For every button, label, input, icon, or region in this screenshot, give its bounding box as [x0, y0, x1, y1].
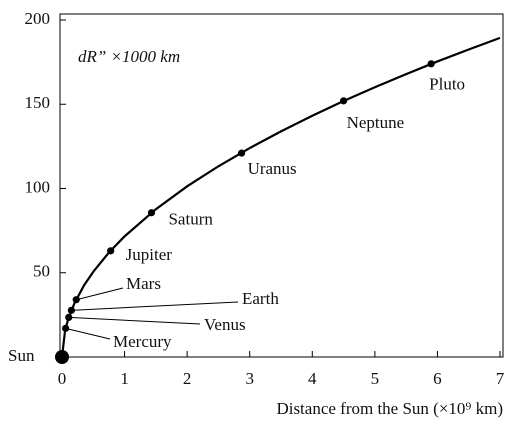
point-label: Sun — [8, 346, 35, 365]
x-tick-label: 0 — [58, 369, 67, 388]
plot-frame — [59, 13, 504, 358]
point-label: Saturn — [168, 210, 213, 229]
planet-marker — [147, 209, 156, 217]
point-label: Uranus — [248, 159, 297, 178]
leader-line — [65, 327, 111, 340]
planet-marker — [237, 149, 246, 157]
x-tick-label: 2 — [183, 369, 192, 388]
y-tick-label: 200 — [25, 9, 51, 28]
sun-marker — [55, 350, 69, 364]
point-label: Mars — [126, 274, 161, 293]
x-tick-label: 7 — [496, 369, 505, 388]
planet-marker — [107, 247, 115, 255]
x-tick-label: 4 — [308, 369, 317, 388]
point-label: Earth — [242, 289, 279, 308]
y-tick-label: 50 — [33, 262, 50, 281]
leader-line — [71, 301, 239, 311]
point-label: Jupiter — [126, 245, 173, 264]
x-tick-label: 3 — [245, 369, 254, 388]
point-label: Neptune — [347, 113, 405, 132]
point-label: Pluto — [429, 75, 465, 94]
y-tick-label: 150 — [25, 93, 51, 112]
point-label: Mercury — [113, 332, 172, 351]
x-axis-label: Distance from the Sun (×10⁹ km) — [276, 399, 503, 418]
leader-line — [68, 316, 201, 325]
x-tick-label: 6 — [433, 369, 442, 388]
point-label: Venus — [204, 315, 246, 334]
leader-line — [76, 287, 124, 301]
y-tick-label: 100 — [25, 177, 51, 196]
planet-marker — [427, 60, 435, 68]
x-tick-label: 5 — [371, 369, 380, 388]
x-tick-label: 1 — [120, 369, 129, 388]
annotation: dR” ×1000 km — [78, 47, 180, 66]
planet-marker — [339, 97, 348, 105]
